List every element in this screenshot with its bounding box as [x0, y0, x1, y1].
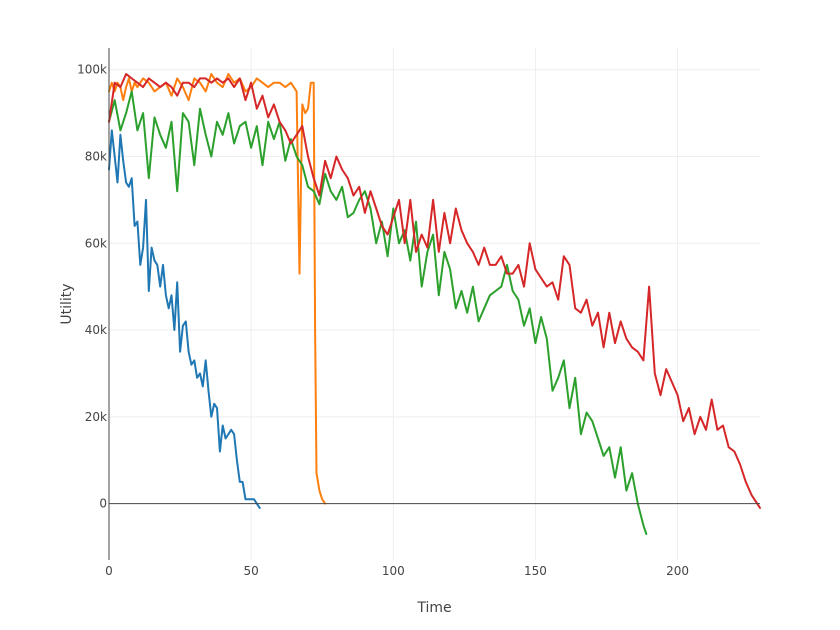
- y-tick-label: 100k: [77, 63, 107, 77]
- series-line-4: [108, 73, 761, 509]
- y-tick-label: 20k: [85, 410, 107, 424]
- x-axis-ticks: 0 50 100 150 200: [105, 564, 689, 578]
- y-tick-label: 80k: [85, 149, 107, 163]
- series-layer: [108, 73, 761, 535]
- x-tick-label: 150: [524, 564, 547, 578]
- series-line-3: [108, 90, 648, 535]
- x-gridlines: [250, 48, 679, 560]
- x-axis-title: Time: [416, 600, 451, 616]
- series-line-2: [108, 73, 327, 505]
- y-tick-label: 40k: [85, 323, 107, 337]
- x-tick-label: 200: [666, 564, 689, 578]
- series-line-1: [108, 129, 261, 509]
- x-tick-label: 100: [382, 564, 405, 578]
- y-tick-label: 0: [99, 497, 107, 511]
- x-tick-label: 50: [243, 564, 258, 578]
- y-tick-label: 60k: [85, 236, 107, 250]
- x-tick-label: 0: [105, 564, 113, 578]
- y-axis-title: Utility: [59, 283, 75, 324]
- y-axis-ticks: 0 20k 40k 60k 80k 100k: [77, 63, 107, 511]
